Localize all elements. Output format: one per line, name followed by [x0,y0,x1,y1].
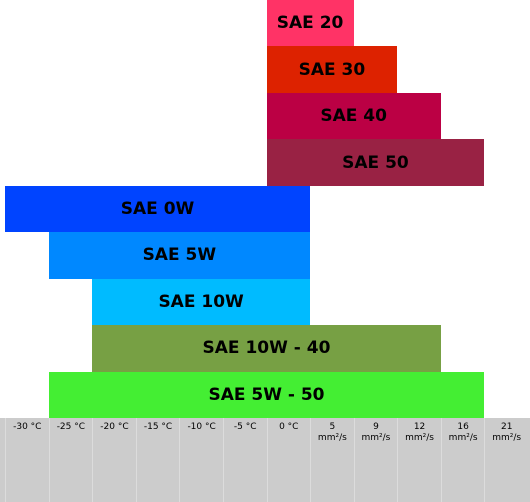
x-tick-label: -10 °C [179,418,223,502]
range-bar: SAE 5W - 50 [48,371,485,418]
range-bar: SAE 10W [92,278,311,326]
range-bar: SAE 0W [5,185,311,233]
x-tick-label: 0 °C [266,418,311,502]
x-tick-label: 21 mm²/s [484,418,528,502]
range-bar: SAE 40 [266,92,441,140]
x-tick-label: -5 °C [222,418,267,502]
range-bar: SAE 5W [48,232,311,279]
x-tick-label: -15 °C [135,418,180,502]
x-tick-label: 12 mm²/s [397,418,441,502]
x-tick-label: 16 mm²/s [440,418,485,502]
x-tick-label: 9 mm²/s [353,418,398,502]
x-tick-label: -25 °C [48,418,93,502]
x-axis: -30 °C -25 °C -20 °C -15 °C -10 °C -5 °C 0 °C 5… [0,418,530,502]
x-tick-label: 5 mm²/s [310,418,354,502]
range-bar: SAE 30 [266,46,398,93]
range-bar: SAE 10W - 40 [92,325,441,372]
x-tick-label: -30 °C [5,418,49,502]
range-bar: SAE 50 [266,139,485,186]
x-tick-label: -20 °C [92,418,136,502]
range-bar: SAE 20 [266,0,354,47]
